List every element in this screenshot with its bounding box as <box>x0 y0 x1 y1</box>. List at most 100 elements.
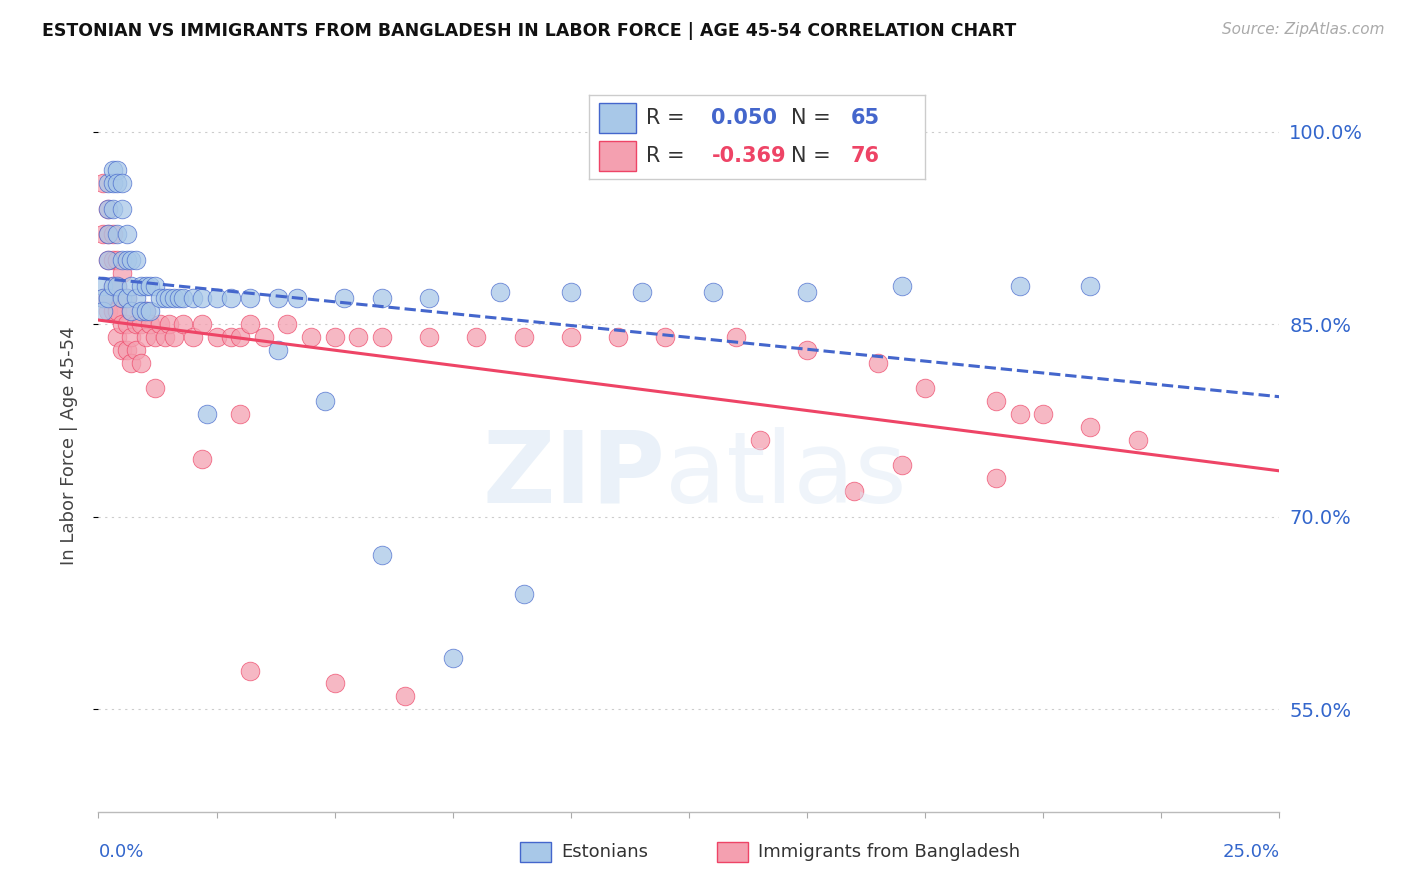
Point <box>172 317 194 331</box>
Point <box>105 176 128 190</box>
Point <box>163 292 186 306</box>
Point <box>121 355 143 369</box>
Point <box>191 451 214 466</box>
Point <box>371 292 394 306</box>
Point <box>371 330 394 344</box>
Point <box>181 330 204 344</box>
Point <box>844 483 866 498</box>
Point <box>153 292 176 306</box>
Point <box>394 690 416 704</box>
Point <box>121 330 143 344</box>
Point <box>125 252 148 267</box>
Text: 76: 76 <box>851 146 880 166</box>
Text: Source: ZipAtlas.com: Source: ZipAtlas.com <box>1222 22 1385 37</box>
Point <box>111 343 134 357</box>
Point <box>890 458 912 473</box>
Point <box>111 176 134 190</box>
Point <box>167 292 190 306</box>
Point <box>105 330 128 344</box>
Point <box>465 330 488 344</box>
Point <box>97 292 120 306</box>
Point <box>97 252 120 267</box>
Point <box>97 304 120 318</box>
Point <box>285 292 308 306</box>
Point <box>890 278 912 293</box>
Point <box>111 266 134 280</box>
Text: -0.369: -0.369 <box>711 146 786 166</box>
Text: R =: R = <box>645 108 690 128</box>
Point <box>205 292 228 306</box>
Point <box>314 394 336 409</box>
Point <box>91 292 114 306</box>
Point <box>101 252 124 267</box>
Text: Estonians: Estonians <box>561 843 648 861</box>
Point <box>229 330 252 344</box>
Point <box>512 330 534 344</box>
Text: ZIP: ZIP <box>482 426 665 524</box>
Point <box>111 202 134 216</box>
Point <box>418 292 440 306</box>
Point <box>105 278 128 293</box>
Point <box>111 292 134 306</box>
Point <box>125 292 148 306</box>
Point <box>135 304 157 318</box>
Point <box>105 163 128 178</box>
Point <box>229 407 252 421</box>
Point <box>97 292 120 306</box>
Point <box>219 292 242 306</box>
Point <box>191 292 214 306</box>
Point <box>984 394 1007 409</box>
Point <box>157 317 180 331</box>
Point <box>101 304 124 318</box>
Point <box>267 292 290 306</box>
Point <box>239 292 262 306</box>
Point <box>139 304 162 318</box>
Point <box>97 202 120 216</box>
Point <box>323 676 346 690</box>
Text: R =: R = <box>645 146 690 166</box>
Point <box>91 227 114 242</box>
Point <box>135 330 157 344</box>
Point <box>111 292 134 306</box>
Point <box>253 330 276 344</box>
Bar <box>599 141 636 170</box>
Point <box>299 330 322 344</box>
Point <box>866 355 889 369</box>
Point <box>135 304 157 318</box>
Point <box>97 227 120 242</box>
Point <box>129 304 152 318</box>
Text: N =: N = <box>790 108 837 128</box>
Point <box>796 343 818 357</box>
Point <box>111 252 134 267</box>
Point <box>333 292 356 306</box>
Point <box>323 330 346 344</box>
Point <box>195 407 218 421</box>
Text: atlas: atlas <box>665 426 907 524</box>
Point <box>105 278 128 293</box>
Point <box>914 381 936 395</box>
Point <box>163 330 186 344</box>
Point <box>371 548 394 562</box>
Point <box>121 278 143 293</box>
Point <box>91 292 114 306</box>
Point <box>97 227 120 242</box>
Point <box>115 252 138 267</box>
Text: Immigrants from Bangladesh: Immigrants from Bangladesh <box>758 843 1019 861</box>
Point <box>91 304 114 318</box>
Point <box>1080 419 1102 434</box>
Point <box>1126 433 1149 447</box>
Point <box>115 317 138 331</box>
Bar <box>599 103 636 133</box>
Point <box>97 202 120 216</box>
Point <box>153 330 176 344</box>
Point <box>748 433 770 447</box>
Point <box>172 292 194 306</box>
Point <box>121 252 143 267</box>
Point <box>105 227 128 242</box>
Point <box>97 252 120 267</box>
Point <box>418 330 440 344</box>
Point <box>630 285 652 299</box>
Point <box>101 163 124 178</box>
Point <box>101 176 124 190</box>
Point <box>101 227 124 242</box>
